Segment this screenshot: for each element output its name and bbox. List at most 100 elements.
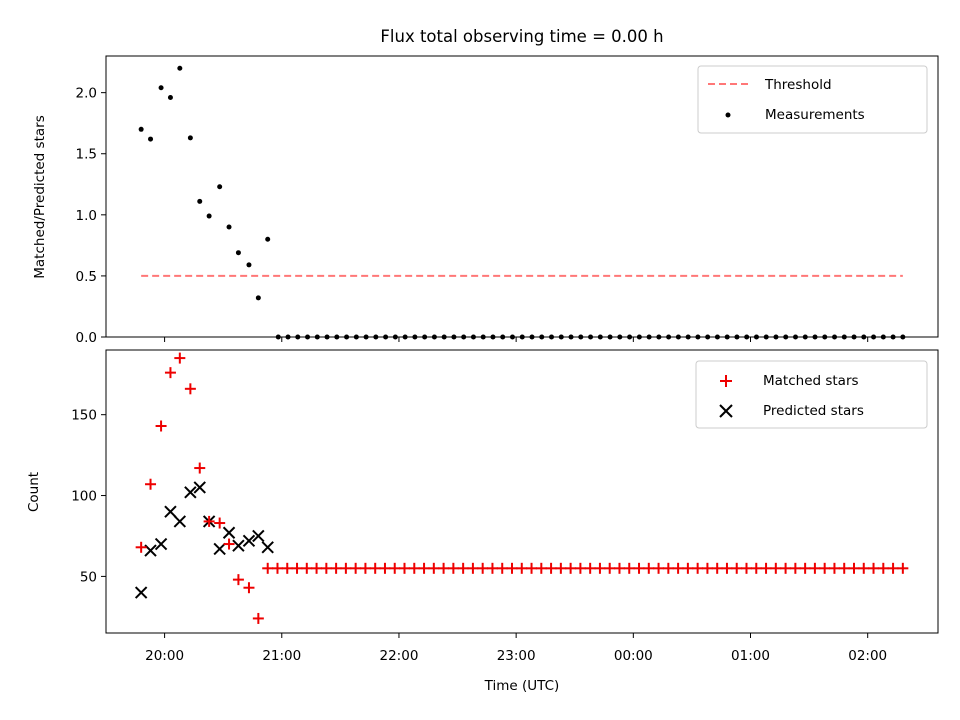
top-ytick-label: 0.5 <box>76 269 97 285</box>
matched-star-point <box>467 562 479 574</box>
matched-star-point <box>643 562 655 574</box>
bottom-legend: Matched stars Predicted stars <box>695 360 928 429</box>
predicted-star-point <box>193 481 206 494</box>
predicted-star-point <box>144 544 157 557</box>
measurement-point <box>187 135 193 141</box>
matched-star-point <box>486 562 498 574</box>
matched-star-point <box>848 562 860 574</box>
top-y-axis-label: Matched/Predicted stars <box>32 115 48 278</box>
matched-star-point <box>604 562 616 574</box>
matched-star-point <box>301 562 313 574</box>
matched-star-point <box>369 562 381 574</box>
matched-star-point <box>692 562 704 574</box>
matched-star-point <box>526 562 538 574</box>
matched-star-point <box>613 562 625 574</box>
matched-star-point <box>135 541 147 553</box>
legend-predicted-label: Predicted stars <box>763 403 864 419</box>
matched-star-point <box>662 562 674 574</box>
bottom-xtick-label: 21:00 <box>262 648 301 664</box>
matched-star-point <box>214 517 226 529</box>
bottom-axes-frame <box>105 349 939 634</box>
matched-star-point <box>574 562 586 574</box>
top-legend-box <box>697 65 928 134</box>
matched-star-point <box>770 562 782 574</box>
matched-star-point <box>399 562 411 574</box>
matched-star-point <box>653 562 665 574</box>
bottom-ytick-label: 100 <box>71 489 97 505</box>
legend-matched-label: Matched stars <box>763 373 859 389</box>
matched-star-point <box>359 562 371 574</box>
matched-star-point <box>447 562 459 574</box>
matched-star-point <box>887 562 899 574</box>
predicted-star-point <box>252 529 265 543</box>
predicted-star-point <box>261 541 274 554</box>
measurement-point <box>246 262 252 268</box>
predicted-star-point <box>184 486 197 499</box>
matched-star-point <box>330 562 342 574</box>
matched-star-point <box>203 515 215 527</box>
legend-predicted-swatch <box>719 404 733 418</box>
matched-star-point <box>819 562 831 574</box>
matched-star-point <box>594 562 606 574</box>
matched-star-point <box>701 562 713 574</box>
measurement-point <box>148 136 154 142</box>
measurement-point <box>206 213 212 219</box>
matched-star-point <box>545 562 557 574</box>
bottom-xtick-label: 22:00 <box>380 648 419 664</box>
matched-star-point <box>506 562 518 574</box>
legend-measurements-label: Measurements <box>765 107 865 123</box>
matched-star-point <box>682 562 694 574</box>
measurement-point <box>235 250 241 256</box>
matched-star-point <box>799 562 811 574</box>
top-axes-frame <box>105 55 939 338</box>
matched-star-point <box>565 562 577 574</box>
matched-star-point <box>809 562 821 574</box>
top-ytick-label: 1.0 <box>76 208 97 224</box>
legend-matched-swatch <box>720 375 732 387</box>
matched-star-point <box>281 562 293 574</box>
top-panel: 0.00.51.01.52.0 Matched/Predicted stars … <box>32 55 939 346</box>
matched-star-point <box>145 478 157 490</box>
predicted-star-point <box>154 537 168 551</box>
matched-star-point <box>408 562 420 574</box>
predicted-star-point <box>222 526 236 539</box>
bottom-xtick-label: 23:00 <box>497 648 536 664</box>
predicted-star-point <box>232 539 245 552</box>
matched-star-point <box>311 562 323 574</box>
bottom-ytick-label: 50 <box>80 569 97 585</box>
bottom-legend-box <box>695 360 928 429</box>
matched-star-point <box>252 612 264 624</box>
matched-star-point <box>194 462 206 474</box>
matched-star-point <box>379 562 391 574</box>
bottom-xtick-label: 02:00 <box>848 648 887 664</box>
predicted-star-point <box>164 505 177 518</box>
measurement-point <box>138 126 144 132</box>
top-ytick-label: 2.0 <box>76 86 97 102</box>
bottom-xtick-label: 00:00 <box>614 648 653 664</box>
matched-star-point <box>320 562 332 574</box>
matched-star-point <box>750 562 762 574</box>
legend-threshold-label: Threshold <box>764 77 832 93</box>
legend-measurements-swatch <box>725 112 731 118</box>
matched-star-point <box>721 562 733 574</box>
matched-star-point <box>672 562 684 574</box>
measurement-point <box>167 95 173 101</box>
matched-star-point <box>555 562 567 574</box>
matched-star-point <box>291 562 303 574</box>
matched-star-point <box>457 562 469 574</box>
predicted-star-point <box>213 542 226 556</box>
bottom-xtick-label: 01:00 <box>731 648 770 664</box>
measurement-point <box>255 295 261 301</box>
matched-star-point <box>535 562 547 574</box>
top-ytick-label: 0.0 <box>76 330 97 346</box>
predicted-star-point <box>242 534 256 548</box>
matched-star-point <box>496 562 508 574</box>
matched-star-point <box>877 562 889 574</box>
matched-star-point <box>418 562 430 574</box>
top-ytick-label: 1.5 <box>76 147 97 163</box>
matched-star-point <box>780 562 792 574</box>
matched-star-point <box>868 562 880 574</box>
measurement-point <box>158 85 164 91</box>
matched-star-point <box>243 582 255 594</box>
matched-star-point <box>223 538 235 550</box>
